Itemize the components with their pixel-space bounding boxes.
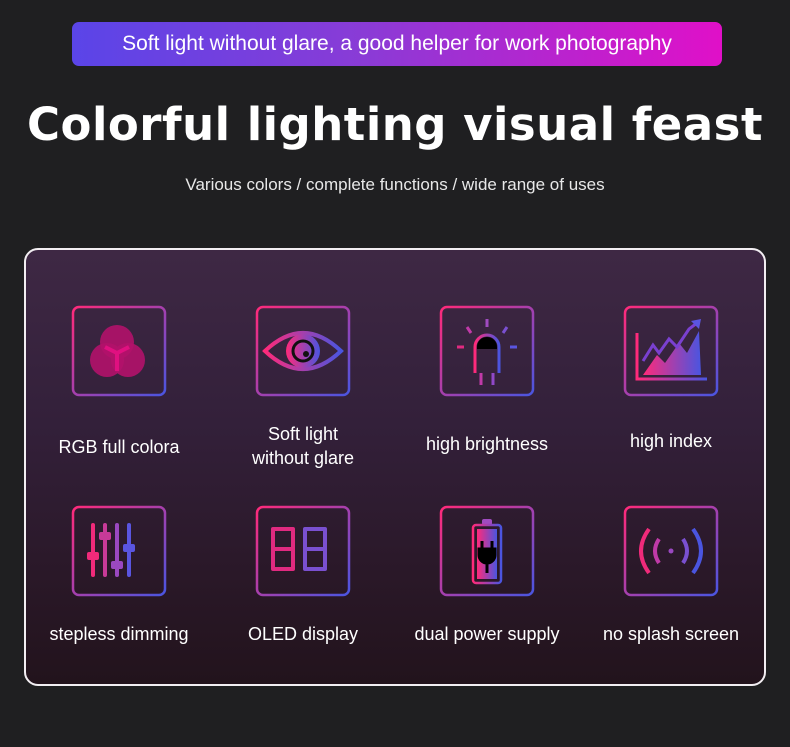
page-title: Colorful lighting visual feast (27, 98, 763, 151)
feature-label: RGB full colora (58, 437, 180, 457)
signal-waves-icon (623, 505, 719, 597)
eye-icon (255, 305, 351, 397)
page-subtitle: Various colors / complete functions / wi… (185, 175, 605, 194)
feature-label: high index (629, 431, 713, 451)
sliders-icon (71, 505, 167, 597)
feature-label: no splash screen (602, 624, 740, 644)
feature-dual-power: dual power supply (397, 505, 577, 644)
feature-stepless-dimming: stepless dimming (29, 505, 209, 644)
rgb-circles-icon (71, 305, 167, 397)
feature-label: OLED display (247, 624, 359, 644)
feature-rgb: RGB full colora (29, 305, 209, 457)
battery-plug-icon (439, 505, 535, 597)
feature-label: high brightness (425, 434, 549, 454)
feature-soft-light: Soft light without glare (213, 305, 393, 468)
feature-oled-display: OLED display (213, 505, 393, 644)
feature-high-index: high index (581, 305, 761, 451)
feature-label: stepless dimming (49, 624, 189, 644)
feature-no-splash: no splash screen (581, 505, 761, 644)
banner: Soft light without glare, a good helper … (72, 22, 722, 66)
seven-segment-display-icon (255, 505, 351, 597)
feature-label: Soft light without glare (251, 424, 355, 468)
features-panel: RGB full colora Soft light without glare… (24, 248, 766, 686)
feature-label: dual power supply (414, 624, 560, 644)
led-bulb-icon (439, 305, 535, 397)
rising-chart-icon (623, 305, 719, 397)
feature-high-brightness: high brightness (397, 305, 577, 454)
